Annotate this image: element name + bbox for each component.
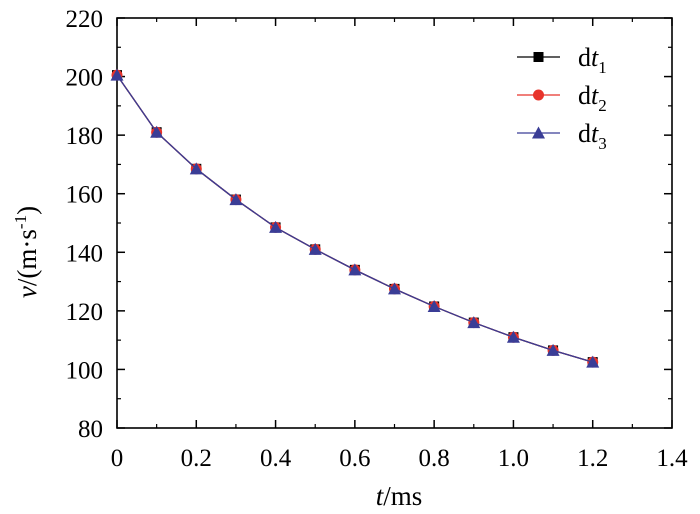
y-tick-label: 200 (66, 65, 104, 92)
y-axis-title: v/(m·s-1) (11, 206, 42, 298)
plot-layer: 0 0.2 0.4 0.6 0.8 1.0 1.2 1.4 80 100 120 140 160 180 2… (66, 6, 689, 472)
legend: dt1 dt2 dt3 (517, 43, 607, 153)
data-point-dt3 (427, 299, 441, 312)
x-tick-label: 0 (111, 445, 124, 472)
legend-marker-dt3 (532, 126, 545, 139)
x-tick-label: 0.4 (260, 445, 292, 472)
data-point-dt3 (150, 125, 164, 138)
y-tick-label: 160 (66, 182, 104, 209)
x-tick-label: 1.0 (498, 445, 529, 472)
data-point-dt3 (269, 220, 283, 233)
data-point-dt3 (348, 263, 362, 276)
legend-label-dt3: dt3 (578, 119, 607, 153)
y-tick-label: 80 (78, 416, 103, 443)
legend-label-dt2: dt2 (578, 81, 607, 115)
data-point-dt3 (388, 282, 401, 295)
x-tick-label: 1.4 (656, 445, 688, 472)
series-dt1 (112, 70, 598, 368)
data-point-dt3 (467, 316, 481, 329)
data-point-dt3 (506, 330, 520, 343)
data-point-dt3 (229, 193, 243, 206)
x-tick-label: 0.8 (419, 445, 450, 472)
legend-marker-dt2 (533, 89, 544, 101)
x-tick-label: 0.6 (339, 445, 370, 472)
x-tick-label: 1.2 (577, 445, 608, 472)
y-tick-label: 120 (66, 299, 104, 326)
y-tick-label: 220 (66, 6, 104, 33)
x-tick-label: 0.2 (181, 445, 212, 472)
legend-label-dt1: dt1 (578, 43, 607, 77)
y-tick-label: 180 (66, 123, 104, 150)
series-line-dt3 (116, 74, 593, 363)
data-point-dt3 (110, 68, 124, 81)
series-line-dt2 (116, 74, 593, 363)
x-axis-title: t/ms (376, 481, 423, 511)
data-point-dt3 (546, 343, 560, 356)
data-point-dt3 (189, 162, 203, 175)
legend-marker-dt1 (533, 52, 544, 62)
y-tick-label: 100 (66, 357, 104, 384)
series-dt2 (111, 69, 599, 368)
data-point-dt3 (308, 242, 322, 255)
series-dt3 (110, 68, 600, 368)
data-point-dt3 (586, 355, 600, 368)
y-tick-label: 140 (66, 240, 104, 267)
series-line-dt1 (116, 74, 593, 363)
